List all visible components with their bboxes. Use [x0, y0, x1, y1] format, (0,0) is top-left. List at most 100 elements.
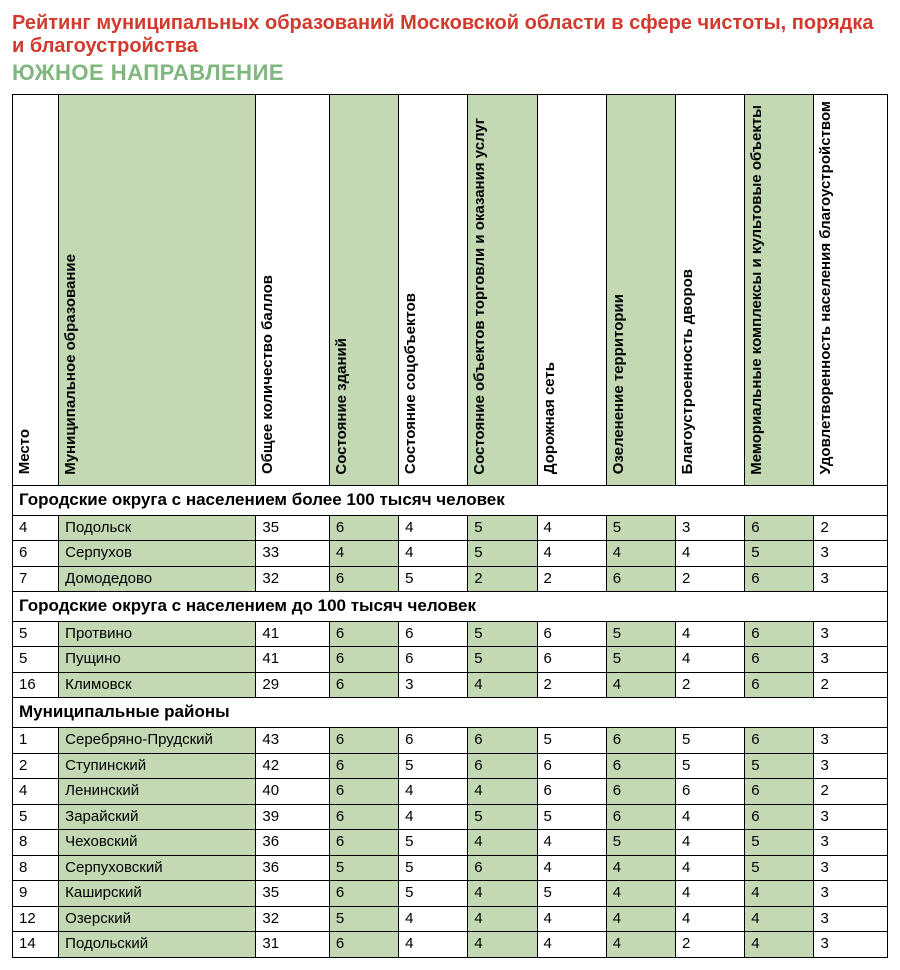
table-row: 4Ленинский4064466662 — [13, 779, 888, 805]
cell-name: Чеховский — [59, 830, 256, 856]
cell-c2: 5 — [399, 753, 468, 779]
cell-c5: 5 — [606, 515, 675, 541]
cell-c5: 4 — [606, 672, 675, 698]
col-header-c4: Дорожная сеть — [537, 95, 606, 486]
cell-c8: 2 — [814, 672, 888, 698]
cell-c8: 3 — [814, 753, 888, 779]
cell-total: 40 — [256, 779, 329, 805]
cell-c3: 6 — [468, 855, 537, 881]
cell-place: 5 — [13, 647, 59, 673]
col-header-label: Состояние зданий — [334, 338, 351, 475]
rating-table: МестоМуниципальное образованиеОбщее коли… — [12, 94, 888, 958]
section-header: Городские округа с населением более 100 … — [13, 485, 888, 515]
cell-c6: 4 — [676, 855, 745, 881]
cell-c7: 6 — [745, 728, 814, 754]
cell-name: Подольск — [59, 515, 256, 541]
cell-c5: 4 — [606, 932, 675, 958]
cell-c3: 4 — [468, 906, 537, 932]
cell-total: 31 — [256, 932, 329, 958]
cell-c6: 2 — [676, 672, 745, 698]
cell-c5: 4 — [606, 906, 675, 932]
cell-c1: 5 — [329, 906, 398, 932]
cell-name: Ступинский — [59, 753, 256, 779]
table-row: 9Каширский3565454443 — [13, 881, 888, 907]
cell-c1: 6 — [329, 647, 398, 673]
cell-total: 32 — [256, 906, 329, 932]
cell-c6: 2 — [676, 566, 745, 592]
cell-place: 1 — [13, 728, 59, 754]
cell-c7: 4 — [745, 881, 814, 907]
cell-name: Подольский — [59, 932, 256, 958]
cell-name: Пущино — [59, 647, 256, 673]
col-header-label: Состояние соцобъектов — [403, 293, 420, 474]
cell-place: 14 — [13, 932, 59, 958]
cell-name: Серпухов — [59, 541, 256, 567]
cell-total: 33 — [256, 541, 329, 567]
cell-name: Серпуховский — [59, 855, 256, 881]
cell-c3: 4 — [468, 881, 537, 907]
cell-c6: 5 — [676, 728, 745, 754]
cell-c4: 4 — [537, 541, 606, 567]
cell-c5: 6 — [606, 804, 675, 830]
cell-c3: 2 — [468, 566, 537, 592]
table-row: 16Климовск2963424262 — [13, 672, 888, 698]
col-header-c2: Состояние соцобъектов — [399, 95, 468, 486]
cell-c7: 6 — [745, 672, 814, 698]
cell-c3: 4 — [468, 830, 537, 856]
cell-name: Озерский — [59, 906, 256, 932]
cell-c4: 4 — [537, 855, 606, 881]
cell-c8: 3 — [814, 855, 888, 881]
cell-c8: 3 — [814, 647, 888, 673]
cell-c7: 6 — [745, 515, 814, 541]
cell-name: Зарайский — [59, 804, 256, 830]
cell-c4: 6 — [537, 753, 606, 779]
cell-c3: 5 — [468, 515, 537, 541]
cell-c8: 3 — [814, 621, 888, 647]
cell-c7: 4 — [745, 932, 814, 958]
cell-c7: 6 — [745, 647, 814, 673]
cell-place: 9 — [13, 881, 59, 907]
cell-c3: 4 — [468, 672, 537, 698]
section-header: Муниципальные районы — [13, 698, 888, 728]
col-header-label: Озеленение территории — [611, 294, 628, 474]
cell-c6: 3 — [676, 515, 745, 541]
cell-c4: 6 — [537, 647, 606, 673]
cell-total: 36 — [256, 830, 329, 856]
cell-c2: 4 — [399, 515, 468, 541]
cell-c2: 6 — [399, 621, 468, 647]
section-title: Городские округа с населением до 100 тыс… — [13, 592, 888, 622]
cell-place: 5 — [13, 804, 59, 830]
cell-c1: 6 — [329, 728, 398, 754]
cell-c5: 5 — [606, 647, 675, 673]
col-header-total: Общее количество баллов — [256, 95, 329, 486]
table-row: 8Серпуховский3655644453 — [13, 855, 888, 881]
cell-c2: 4 — [399, 804, 468, 830]
col-header-c7: Мемориальные комплексы и культовые объек… — [745, 95, 814, 486]
table-row: 8Чеховский3665445453 — [13, 830, 888, 856]
col-header-name: Муниципальное образование — [59, 95, 256, 486]
table-row: 12Озерский3254444443 — [13, 906, 888, 932]
cell-c3: 4 — [468, 779, 537, 805]
cell-c8: 2 — [814, 515, 888, 541]
cell-c4: 4 — [537, 830, 606, 856]
cell-place: 6 — [13, 541, 59, 567]
cell-c7: 5 — [745, 753, 814, 779]
cell-place: 4 — [13, 515, 59, 541]
cell-place: 8 — [13, 830, 59, 856]
cell-c8: 3 — [814, 541, 888, 567]
cell-c7: 6 — [745, 804, 814, 830]
section-title: Муниципальные районы — [13, 698, 888, 728]
cell-c4: 5 — [537, 804, 606, 830]
cell-c5: 4 — [606, 881, 675, 907]
col-header-place: Место — [13, 95, 59, 486]
cell-c8: 3 — [814, 728, 888, 754]
cell-total: 35 — [256, 881, 329, 907]
cell-total: 29 — [256, 672, 329, 698]
col-header-label: Состояние объектов торговли и оказания у… — [472, 118, 489, 475]
cell-c4: 6 — [537, 621, 606, 647]
col-header-c8: Удовлетворенность населения благоустройс… — [814, 95, 888, 486]
cell-c6: 4 — [676, 647, 745, 673]
col-header-c6: Благоустроенность дворов — [676, 95, 745, 486]
cell-c4: 5 — [537, 728, 606, 754]
cell-c8: 3 — [814, 906, 888, 932]
